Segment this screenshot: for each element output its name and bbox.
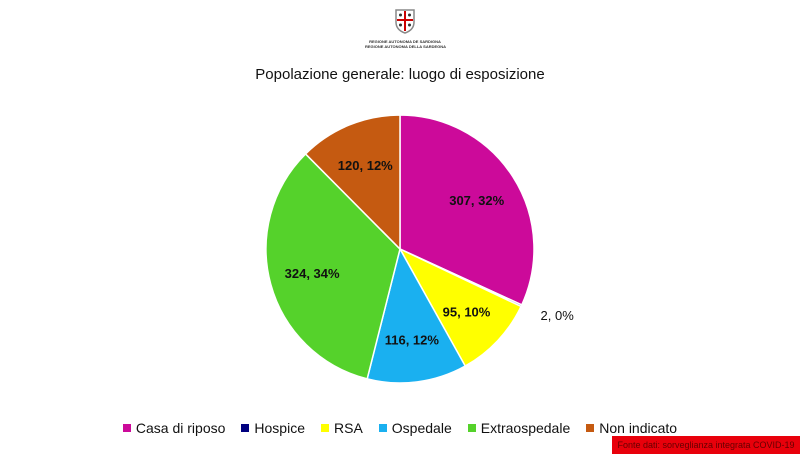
data-label: 324, 34% bbox=[285, 266, 340, 281]
legend-swatch bbox=[241, 424, 250, 432]
legend-swatch bbox=[467, 424, 476, 432]
legend-label: Hospice bbox=[254, 420, 305, 436]
legend-item: Non indicato bbox=[586, 420, 677, 436]
sardinia-coat-of-arms-icon bbox=[395, 9, 415, 34]
legend-label: Extraospedale bbox=[480, 420, 571, 436]
legend-label: Ospedale bbox=[391, 420, 452, 436]
data-label: 95, 10% bbox=[443, 304, 491, 319]
legend-item: Extraospedale bbox=[467, 420, 571, 436]
legend-label: Casa di riposo bbox=[135, 420, 226, 436]
data-label: 307, 32% bbox=[449, 193, 504, 208]
data-label: 120, 12% bbox=[338, 158, 393, 173]
pie-chart: 307, 32% 2, 0% 95, 10%116, 12% 324, 34% 120,… bbox=[265, 114, 575, 384]
legend-swatch bbox=[378, 424, 387, 432]
pie-slice-non-indicato bbox=[304, 114, 401, 251]
region-logo: REGIONE AUTONOMA DE SARDIGNA REGIONE AUT… bbox=[365, 6, 447, 49]
legend-item: Hospice bbox=[241, 420, 305, 436]
data-label: 2, 0% bbox=[541, 308, 575, 323]
data-label: 116, 12% bbox=[385, 332, 440, 347]
legend-item: Ospedale bbox=[378, 420, 452, 436]
legend-label: RSA bbox=[334, 420, 363, 436]
chart-title: Popolazione generale: luogo di esposizio… bbox=[255, 66, 545, 83]
legend-label: Non indicato bbox=[599, 420, 678, 436]
pie-slice-rsa bbox=[398, 247, 523, 368]
legend: Casa di riposo Hospice RSA Ospedale Extraosp… bbox=[0, 420, 800, 436]
legend-swatch bbox=[122, 424, 131, 432]
source-note: Fonte dati: sorveglianza integrata COVID… bbox=[612, 436, 800, 454]
legend-swatch bbox=[321, 424, 329, 432]
legend-item: RSA bbox=[321, 420, 363, 436]
legend-item: Casa di riposo bbox=[122, 420, 226, 436]
pie-slice-casa-di-riposo bbox=[399, 114, 535, 306]
pie-slice-extraospedale bbox=[265, 152, 401, 380]
legend-swatch bbox=[586, 424, 595, 432]
logo-line-2: REGIONE AUTONOMA DELLA SARDEGNA bbox=[365, 44, 447, 49]
logo-line-1: REGIONE AUTONOMA DE SARDIGNA bbox=[369, 39, 441, 44]
